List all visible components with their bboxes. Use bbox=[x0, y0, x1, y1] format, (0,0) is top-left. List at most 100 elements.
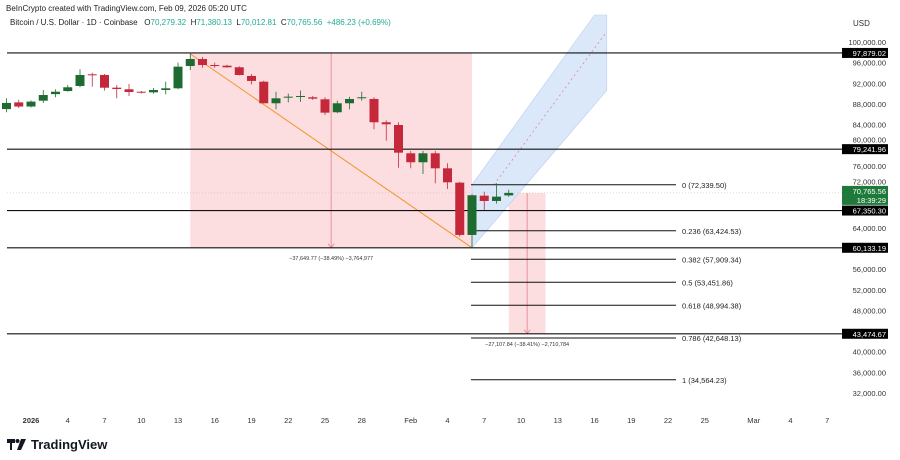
candle-body bbox=[394, 125, 403, 153]
date-tick: 13 bbox=[554, 416, 562, 425]
channel-midline bbox=[493, 32, 607, 186]
price-tick: 76,000.00 bbox=[853, 162, 886, 171]
candle-body bbox=[357, 97, 367, 99]
candle-body bbox=[87, 74, 97, 76]
candle-body bbox=[332, 103, 342, 113]
date-tick: Feb bbox=[404, 416, 417, 425]
price-tick: 84,000.00 bbox=[853, 121, 886, 130]
candle-body bbox=[381, 122, 391, 125]
date-tick: 22 bbox=[664, 416, 672, 425]
tradingview-logo: TradingView bbox=[7, 437, 107, 452]
price-tag-label: 67,350.30 bbox=[853, 207, 886, 216]
fib-level-label: 0.618 (48,994.38) bbox=[682, 301, 742, 310]
fib-level-label: 0.5 (53,451.86) bbox=[682, 278, 733, 287]
candle-body bbox=[406, 153, 416, 163]
date-tick: 28 bbox=[358, 416, 366, 425]
price-tick: 92,000.00 bbox=[853, 79, 886, 88]
price-tick: 100,000.00 bbox=[848, 38, 886, 47]
price-tick: 64,000.00 bbox=[853, 224, 886, 233]
fib-level-label: 0.236 (63,424.53) bbox=[682, 227, 742, 236]
candle-body bbox=[14, 102, 24, 107]
price-tag bbox=[842, 205, 888, 216]
price-tick: 48,000.00 bbox=[853, 306, 886, 315]
candle-body bbox=[308, 97, 318, 99]
low-value: 70,012.81 bbox=[240, 18, 277, 27]
date-tick: 7 bbox=[825, 416, 829, 425]
date-tick: 10 bbox=[137, 416, 145, 425]
close-label: C bbox=[280, 18, 287, 27]
price-tag-label: 79,241.96 bbox=[853, 145, 886, 154]
price-tag bbox=[842, 328, 888, 339]
candle-body bbox=[210, 65, 220, 67]
price-tick: 32,000.00 bbox=[853, 389, 886, 398]
close-value: 70,765.56 bbox=[286, 18, 323, 27]
date-tick: 25 bbox=[321, 416, 329, 425]
candle-body bbox=[369, 98, 379, 123]
date-tick: Mar bbox=[747, 416, 760, 425]
price-tag-label: 43,474.67 bbox=[853, 330, 886, 339]
open-label: O bbox=[144, 18, 151, 27]
candle-body bbox=[247, 75, 256, 81]
date-tick: 7 bbox=[482, 416, 486, 425]
candle-body bbox=[479, 195, 489, 201]
date-tick: 10 bbox=[517, 416, 525, 425]
candle-body bbox=[320, 99, 330, 113]
candle-body bbox=[296, 95, 305, 97]
candle-body bbox=[75, 74, 85, 86]
date-tick: 7 bbox=[102, 416, 106, 425]
candle-body bbox=[2, 102, 11, 110]
chart-credit: BeInCrypto created with TradingView.com,… bbox=[6, 4, 247, 13]
current-price-tag bbox=[842, 185, 888, 205]
fib-level-label: 1 (34,564.23) bbox=[682, 376, 727, 385]
fib-level-label: 0 (72,339.50) bbox=[682, 181, 727, 190]
date-tick: 16 bbox=[211, 416, 219, 425]
date-tick: 4 bbox=[788, 416, 792, 425]
date-tick: 25 bbox=[701, 416, 709, 425]
candle-body bbox=[149, 90, 158, 93]
current-price-label: 70,765.56 bbox=[853, 187, 886, 196]
candle-body bbox=[136, 91, 146, 93]
price-tag bbox=[842, 242, 888, 253]
bar-countdown: 18:39:29 bbox=[857, 196, 886, 205]
open-value: 70,279.32 bbox=[150, 18, 187, 27]
price-tick: 80,000.00 bbox=[853, 136, 886, 145]
candle-body bbox=[283, 96, 293, 98]
date-tick: 22 bbox=[284, 416, 292, 425]
date-tick: 4 bbox=[66, 416, 70, 425]
symbol-name: Bitcoin / U.S. Dollar · 1D · Coinbase bbox=[10, 18, 138, 27]
candle-body bbox=[234, 67, 244, 75]
candle-body bbox=[51, 91, 60, 95]
price-tag bbox=[842, 47, 888, 58]
candle-body bbox=[124, 89, 134, 93]
tradingview-logo-icon bbox=[7, 439, 26, 450]
candle-body bbox=[112, 87, 122, 89]
measure-label: −27,107.84 (−38.41%) −2,710,784 bbox=[485, 342, 569, 348]
candle-body bbox=[504, 192, 514, 196]
change-value: +486.23 (+0.69%) bbox=[326, 18, 391, 27]
candle-body bbox=[100, 74, 109, 88]
candle-body bbox=[63, 87, 73, 92]
candle-body bbox=[455, 182, 465, 235]
price-tick: 36,000.00 bbox=[853, 368, 886, 377]
date-tick: 4 bbox=[445, 416, 449, 425]
symbol-legend: Bitcoin / U.S. Dollar · 1D · Coinbase O7… bbox=[10, 18, 391, 27]
candle-body bbox=[467, 195, 477, 235]
candle-body bbox=[161, 88, 171, 91]
date-tick: 2026 bbox=[23, 416, 40, 425]
price-tick: 72,000.00 bbox=[853, 177, 886, 186]
candle-body bbox=[345, 98, 354, 104]
candle-body bbox=[185, 58, 195, 67]
measure-label: −37,649.77 (−38.49%) −3,764,977 bbox=[289, 256, 373, 262]
candle-body bbox=[222, 65, 232, 68]
date-tick: 13 bbox=[174, 416, 182, 425]
low-label: L bbox=[236, 18, 241, 27]
candle-body bbox=[198, 58, 207, 66]
high-value: 71,380.13 bbox=[196, 18, 232, 27]
price-tick: 52,000.00 bbox=[853, 286, 886, 295]
date-tick: 19 bbox=[247, 416, 255, 425]
fib-level-label: 0.786 (42,648.13) bbox=[682, 334, 742, 343]
price-tick: 40,000.00 bbox=[853, 348, 886, 357]
price-tag-label: 97,879.02 bbox=[853, 49, 886, 58]
date-tick: 19 bbox=[627, 416, 635, 425]
